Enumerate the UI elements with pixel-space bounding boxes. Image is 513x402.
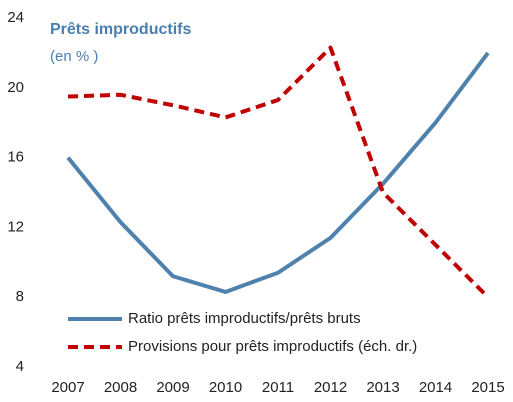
chart-title: Prêts improductifs [50, 21, 191, 38]
x-tick-label: 2009 [156, 379, 189, 396]
y-tick-label: 16 [7, 149, 24, 166]
x-tick-label: 2012 [314, 379, 347, 396]
chart-subtitle: (en % ) [50, 48, 98, 65]
x-tick-label: 2007 [51, 379, 84, 396]
y-tick-label: 24 [7, 9, 24, 26]
legend-label: Ratio prêts improductifs/prêts bruts [128, 310, 361, 327]
line-series [67, 45, 490, 299]
y-tick-label: 8 [16, 288, 24, 305]
x-tick-label: 2013 [366, 379, 399, 396]
x-tick-label: 2010 [209, 379, 242, 396]
x-tick-label: 2014 [419, 379, 452, 396]
x-tick-label: 2015 [471, 379, 504, 396]
y-tick-label: 20 [7, 79, 24, 96]
y-tick-label: 12 [7, 218, 24, 235]
legend-label: Provisions pour prêts improductifs (éch.… [128, 338, 417, 355]
line-series [66, 51, 490, 294]
x-tick-label: 2011 [262, 379, 294, 396]
y-tick-label: 4 [16, 358, 24, 375]
x-tick-label: 2008 [104, 379, 137, 396]
